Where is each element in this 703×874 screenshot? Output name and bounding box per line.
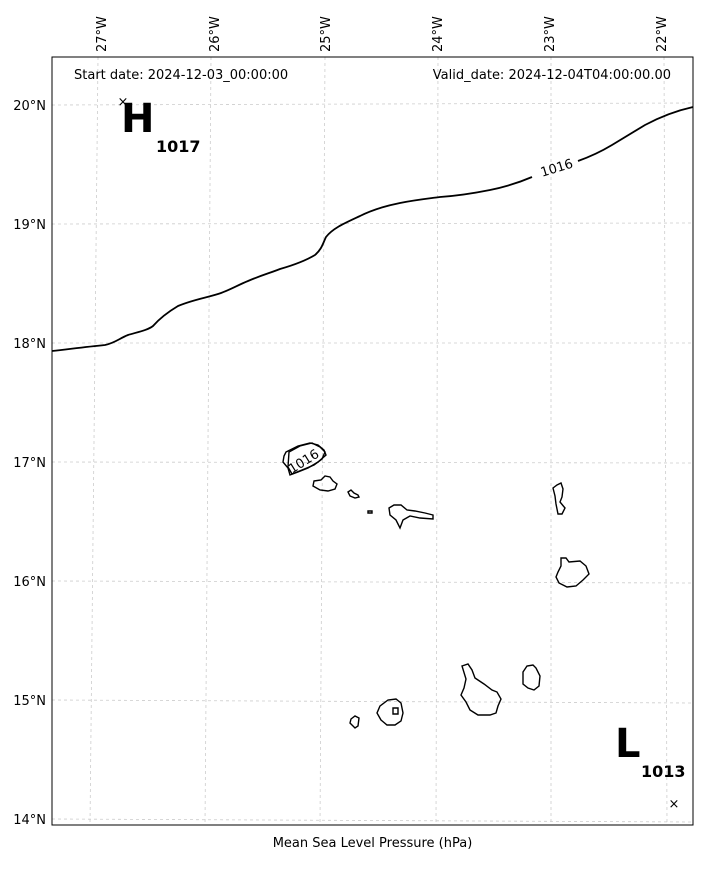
island-santiago (460, 663, 502, 716)
island-sao-vicente (312, 475, 338, 492)
island-santa-luzia (347, 489, 361, 499)
lat-label-16n: 16°N (13, 575, 46, 590)
island-boa-vista (555, 557, 590, 588)
grid-lat-16n (51, 580, 694, 584)
latitude-labels: 20°N 19°N 18°N 17°N 16°N 15°N 14°N (13, 99, 46, 828)
graticule (51, 56, 694, 826)
grid-lat-15n (51, 699, 694, 704)
grid-lon-25w (319, 56, 326, 826)
lat-label-20n: 20°N (13, 99, 46, 114)
island-fogo (376, 698, 404, 726)
high-center-marker: × (118, 95, 129, 110)
grid-lat-20n (51, 102, 694, 106)
map-frame (51, 56, 694, 826)
lat-label-17n: 17°N (13, 456, 46, 471)
isobar-1016 (51, 106, 694, 352)
island-sal (552, 482, 566, 515)
lon-label-24w: 24°W (431, 16, 446, 52)
isobar-label-1016-north: 1016 (539, 157, 575, 181)
lat-label-14n: 14°N (13, 813, 46, 828)
grid-lon-22w (663, 56, 668, 826)
grid-lon-26w (204, 56, 212, 826)
grid-lat-19n (51, 222, 694, 225)
lon-label-27w: 27°W (95, 16, 110, 52)
isobar-label-1016-island: 1016 (286, 447, 322, 477)
island-brava (349, 715, 360, 729)
low-center-marker: × (669, 797, 680, 812)
grid-lat-14n (51, 818, 694, 823)
low-center-letter: L (615, 721, 641, 767)
grid-lat-17n (51, 461, 694, 464)
lon-label-25w: 25°W (319, 16, 334, 52)
lat-label-15n: 15°N (13, 694, 46, 709)
lon-label-26w: 26°W (208, 16, 223, 52)
high-center-letter: H (121, 96, 154, 142)
valid-date-label: Valid_date: 2024-12-04T04:00:00.00 (433, 68, 671, 83)
low-pressure-center: L 1013 × (615, 721, 686, 812)
coastlines (282, 442, 590, 729)
fogo-peak-isobar (392, 707, 399, 715)
high-center-value: 1017 (156, 137, 201, 156)
island-sao-nicolau (388, 504, 434, 530)
start-date-label: Start date: 2024-12-03_00:00:00 (74, 68, 288, 83)
lat-label-18n: 18°N (13, 337, 46, 352)
map-caption: Mean Sea Level Pressure (hPa) (272, 836, 473, 851)
island-maio (522, 664, 541, 691)
longitude-labels: 27°W 26°W 25°W 24°W 23°W 22°W (95, 16, 670, 52)
high-pressure-center: × H 1017 (118, 95, 201, 156)
lon-label-23w: 23°W (543, 16, 558, 52)
low-center-value: 1013 (641, 762, 686, 781)
grid-lon-24w (435, 56, 439, 826)
island-raso (367, 510, 373, 514)
isobar-1016-santo-antao (287, 442, 326, 475)
lat-label-19n: 19°N (13, 218, 46, 233)
lon-label-22w: 22°W (655, 16, 670, 52)
grid-lon-27w (89, 56, 99, 826)
